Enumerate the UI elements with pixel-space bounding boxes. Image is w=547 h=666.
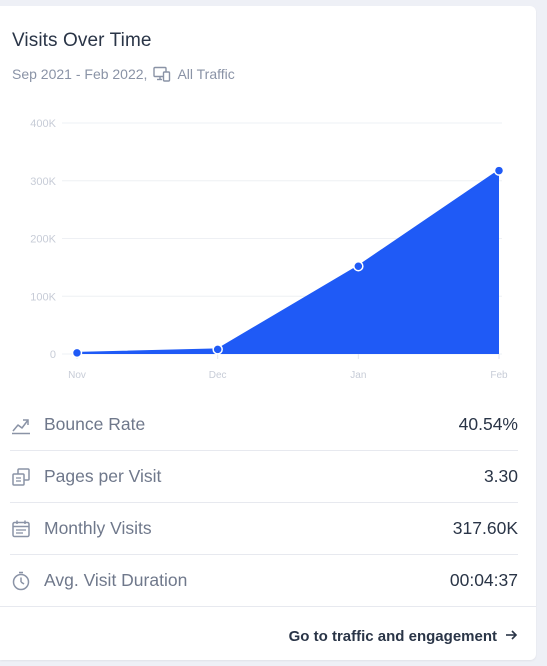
- traffic-engagement-link-label: Go to traffic and engagement: [288, 628, 497, 645]
- metric-row-avg-visit-duration: Avg. Visit Duration 00:04:37: [10, 555, 518, 607]
- metric-label: Pages per Visit: [44, 466, 162, 486]
- metric-label: Bounce Rate: [44, 414, 146, 434]
- metric-value: 40.54%: [458, 414, 518, 434]
- y-tick-label: 100K: [30, 291, 56, 303]
- metric-value: 317.60K: [452, 518, 518, 538]
- y-tick-label: 400K: [30, 118, 56, 130]
- metric-row-bounce-rate: Bounce Rate 40.54%: [10, 399, 518, 451]
- x-axis-labels: Nov Dec Jan Feb: [68, 354, 508, 381]
- bounce-rate-icon: [10, 414, 32, 436]
- y-tick-label: 300K: [30, 176, 56, 188]
- card-subtitle: Sep 2021 - Feb 2022, All Traffic: [12, 66, 235, 82]
- x-tick-label: Jan: [350, 370, 366, 381]
- devices-icon: [153, 66, 171, 82]
- metric-label: Monthly Visits: [44, 518, 152, 538]
- card-title: Visits Over Time: [12, 30, 152, 51]
- x-tick-label: Nov: [68, 370, 86, 381]
- metric-label: Avg. Visit Duration: [44, 570, 188, 590]
- visits-area: [77, 170, 499, 354]
- traffic-engagement-link[interactable]: Go to traffic and engagement: [289, 628, 518, 645]
- visits-area-chart: 400K 300K 200K 100K 0 Nov Dec Jan Feb: [30, 118, 508, 381]
- metric-value: 00:04:37: [449, 570, 518, 590]
- pages-per-visit-icon: [10, 466, 32, 488]
- metric-value: 3.30: [483, 466, 518, 486]
- metric-row-monthly-visits: Monthly Visits 317.60K: [10, 503, 518, 555]
- stopwatch-icon: [10, 570, 32, 592]
- x-tick-label: Dec: [209, 370, 227, 381]
- footer-divider: [0, 606, 536, 607]
- traffic-filter: All Traffic: [177, 66, 235, 82]
- calendar-icon: [10, 518, 32, 540]
- y-tick-label: 0: [50, 349, 56, 361]
- y-axis-labels: 400K 300K 200K 100K 0: [30, 118, 56, 361]
- data-point[interactable]: [212, 344, 223, 355]
- arrow-right-icon: [505, 628, 518, 645]
- data-point[interactable]: [493, 165, 505, 176]
- date-range: Sep 2021 - Feb 2022,: [12, 66, 148, 82]
- visits-over-time-card: Visits Over Time Sep 2021 - Feb 2022, Al…: [0, 6, 536, 660]
- data-point[interactable]: [353, 260, 364, 272]
- area-layer: [76, 169, 500, 354]
- y-tick-label: 200K: [30, 234, 56, 246]
- visits-line: [76, 169, 500, 354]
- metrics-list: Bounce Rate 40.54% Pages per Visit 3.30: [0, 399, 536, 607]
- x-tick-label: Feb: [490, 370, 508, 381]
- data-point[interactable]: [71, 347, 83, 359]
- metric-row-pages-per-visit: Pages per Visit 3.30: [10, 451, 518, 503]
- points-layer: [71, 165, 505, 359]
